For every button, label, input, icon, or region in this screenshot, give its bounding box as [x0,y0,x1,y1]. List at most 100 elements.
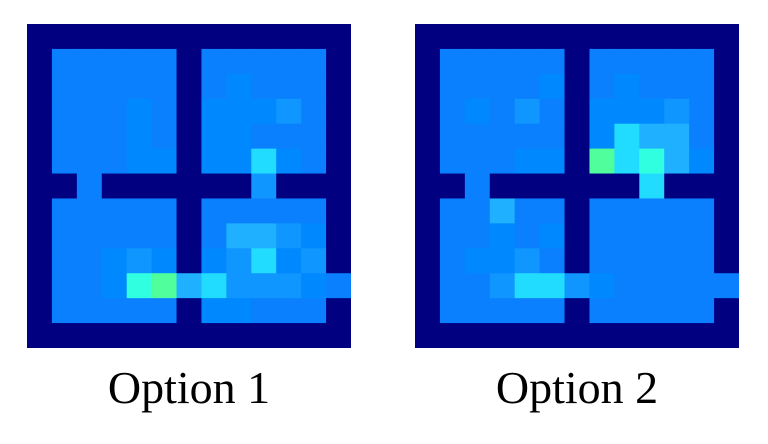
floor-cell[interactable] [489,148,516,175]
floor-cell[interactable] [614,73,640,100]
floor-cell[interactable] [251,223,277,249]
floor-cell[interactable] [251,98,277,125]
floor-cell[interactable] [639,173,665,200]
floor-cell[interactable] [539,123,566,150]
floor-cell[interactable] [614,123,640,150]
floor-cell[interactable] [589,48,615,75]
floor-cell[interactable] [226,198,252,224]
floor-cell[interactable] [301,148,327,175]
floor-cell[interactable] [564,273,591,299]
floor-cell[interactable] [639,223,665,249]
floor-cell[interactable] [226,98,252,125]
floor-cell[interactable] [439,198,466,224]
floor-cell[interactable] [464,98,491,125]
floor-cell[interactable] [514,223,541,249]
floor-cell[interactable] [101,273,128,299]
floor-cell[interactable] [201,198,227,224]
floor-cell[interactable] [151,223,178,249]
floor-cell[interactable] [639,298,665,324]
floor-cell[interactable] [439,248,466,274]
floor-cell[interactable] [276,98,302,125]
floor-cell[interactable] [276,48,302,75]
floor-cell[interactable] [201,123,227,150]
floor-cell[interactable] [614,48,640,75]
floor-cell[interactable] [251,48,277,75]
floor-cell[interactable] [51,48,78,75]
floor-cell[interactable] [464,298,491,324]
floor-cell[interactable] [514,248,541,274]
floor-cell[interactable] [489,98,516,125]
floor-cell[interactable] [514,73,541,100]
floor-cell[interactable] [539,48,566,75]
option-1-panel[interactable]: Option 1 [27,24,351,413]
floor-cell[interactable] [614,98,640,125]
floor-cell[interactable] [689,198,715,224]
floor-cell[interactable] [664,273,690,299]
floor-cell[interactable] [226,223,252,249]
floor-cell[interactable] [514,48,541,75]
floor-cell[interactable] [439,73,466,100]
floor-cell[interactable] [51,223,78,249]
floor-cell[interactable] [639,248,665,274]
floor-cell[interactable] [301,223,327,249]
floor-cell[interactable] [101,298,128,324]
floor-cell[interactable] [101,198,128,224]
floor-cell[interactable] [251,198,277,224]
floor-cell[interactable] [489,298,516,324]
floor-cell[interactable] [489,73,516,100]
floor-cell[interactable] [664,223,690,249]
floor-cell[interactable] [276,198,302,224]
floor-cell[interactable] [126,98,153,125]
floor-cell[interactable] [689,148,715,175]
floor-cell[interactable] [514,98,541,125]
floor-cell[interactable] [439,148,466,175]
floor-cell[interactable] [439,123,466,150]
floor-cell[interactable] [76,223,103,249]
floor-cell[interactable] [226,123,252,150]
floor-cell[interactable] [464,198,491,224]
floor-cell[interactable] [76,198,103,224]
floor-cell[interactable] [101,98,128,125]
floor-cell[interactable] [51,273,78,299]
floor-cell[interactable] [201,148,227,175]
floor-cell[interactable] [589,223,615,249]
floor-cell[interactable] [226,73,252,100]
floor-cell[interactable] [151,98,178,125]
floor-cell[interactable] [151,48,178,75]
floor-cell[interactable] [301,123,327,150]
floor-cell[interactable] [539,298,566,324]
floor-cell[interactable] [639,198,665,224]
floor-cell[interactable] [639,48,665,75]
floor-cell[interactable] [439,223,466,249]
floor-cell[interactable] [464,73,491,100]
floor-cell[interactable] [76,298,103,324]
floor-cell[interactable] [464,48,491,75]
floor-cell[interactable] [489,223,516,249]
floor-cell[interactable] [201,248,227,274]
floor-cell[interactable] [126,273,153,299]
floor-cell[interactable] [251,298,277,324]
floor-cell[interactable] [714,273,739,299]
floor-cell[interactable] [514,148,541,175]
floor-cell[interactable] [201,73,227,100]
floor-cell[interactable] [464,273,491,299]
floor-cell[interactable] [689,48,715,75]
floor-cell[interactable] [614,248,640,274]
floor-cell[interactable] [51,198,78,224]
floor-cell[interactable] [664,48,690,75]
floor-cell[interactable] [201,298,227,324]
floor-cell[interactable] [151,73,178,100]
floor-cell[interactable] [689,223,715,249]
floor-cell[interactable] [664,98,690,125]
floor-cell[interactable] [664,73,690,100]
floor-cell[interactable] [489,198,516,224]
option-2-panel[interactable]: Option 2 [415,24,739,413]
floor-cell[interactable] [639,98,665,125]
floor-cell[interactable] [539,273,566,299]
floor-cell[interactable] [76,273,103,299]
floor-cell[interactable] [276,73,302,100]
floor-cell[interactable] [276,148,302,175]
floor-cell[interactable] [176,273,203,299]
floor-cell[interactable] [514,123,541,150]
floor-cell[interactable] [126,73,153,100]
